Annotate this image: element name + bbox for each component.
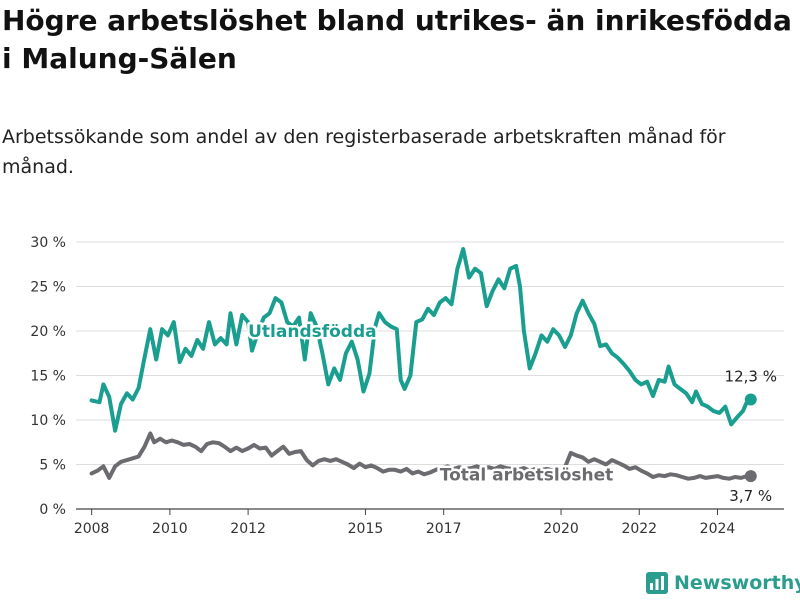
x-axis: 2008 2010 2012 2015 2017 2020 2022 2024 — [74, 509, 736, 537]
y-tick-label: 25 % — [30, 280, 66, 296]
y-tick-label: 10 % — [30, 413, 66, 429]
series-lines — [89, 247, 757, 483]
y-tick-label: 0 % — [39, 502, 66, 518]
series-label-utlandsfodda: Utlandsfödda — [248, 322, 377, 342]
end-point-total — [744, 470, 757, 483]
x-tick-label: 2022 — [621, 521, 657, 537]
series-line-utlandsfodda — [89, 247, 753, 433]
gridlines — [76, 241, 784, 510]
series-label-total: Total arbetslöshet — [440, 466, 614, 486]
y-tick-label: 15 % — [30, 369, 66, 385]
x-tick-label: 2017 — [426, 521, 462, 537]
bar-chart-logo-icon — [646, 572, 668, 594]
end-value-label-total: 3,7 % — [729, 487, 772, 505]
brand-name: Newsworthy — [674, 572, 800, 594]
chart-title: Högre arbetslöshet bland utrikes- än inr… — [2, 4, 792, 75]
series-labels: 12,3 % 3,7 % Utlandsfödda Total arbetslöshe… — [246, 320, 777, 505]
x-tick-label: 2020 — [543, 521, 579, 537]
y-axis-tick-labels: 0 % 5 % 10 % 15 % 20 % 25 % 30 % — [30, 235, 66, 518]
y-tick-label: 20 % — [30, 324, 66, 340]
end-point-utlandsfodda — [744, 393, 757, 406]
y-tick-label: 30 % — [30, 235, 66, 251]
x-tick-label: 2012 — [230, 521, 266, 537]
x-tick-label: 2010 — [152, 521, 188, 537]
chart-subtitle: Arbetssökande som andel av den registerb… — [2, 126, 726, 178]
series-line-total — [89, 431, 753, 481]
end-value-label-utlandsfodda: 12,3 % — [725, 368, 777, 386]
y-tick-label: 5 % — [39, 458, 66, 474]
newsworthy-brand[interactable]: Newsworthy — [646, 570, 800, 596]
x-tick-label: 2024 — [700, 521, 736, 537]
x-tick-label: 2015 — [348, 521, 384, 537]
x-tick-label: 2008 — [74, 521, 110, 537]
